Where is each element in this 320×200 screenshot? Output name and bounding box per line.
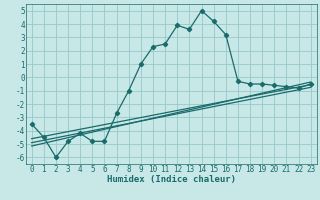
X-axis label: Humidex (Indice chaleur): Humidex (Indice chaleur) — [107, 175, 236, 184]
